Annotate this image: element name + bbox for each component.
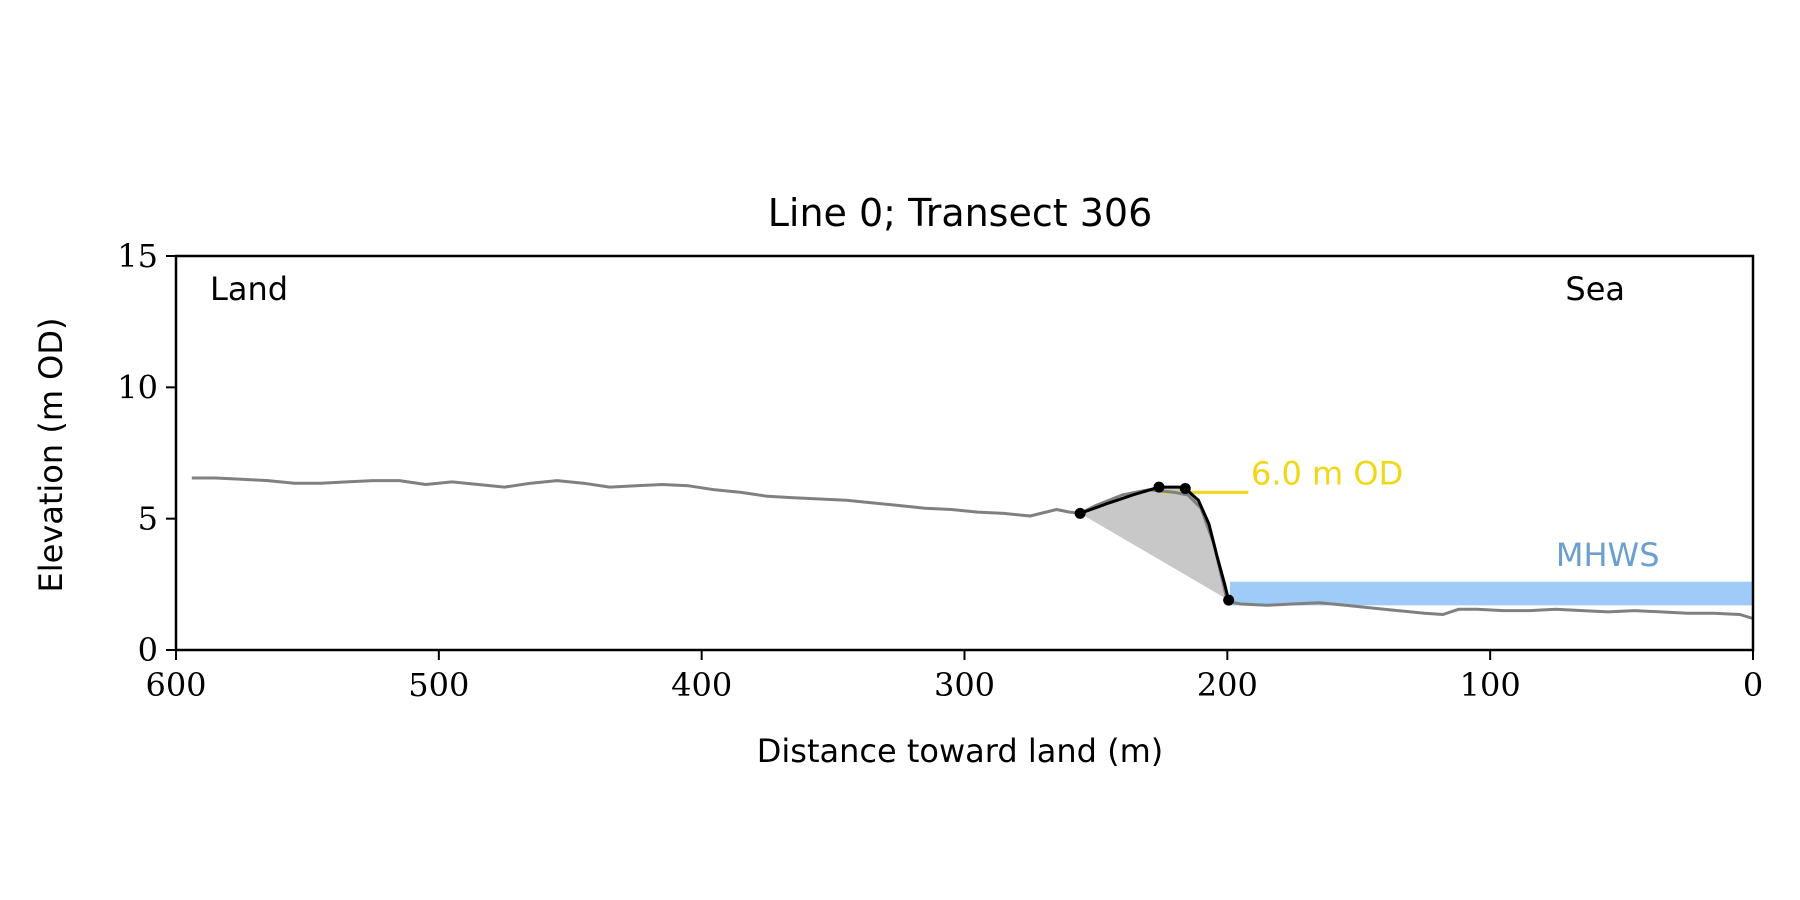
cliff-point-2 xyxy=(1179,482,1191,494)
sea-region-label: Sea xyxy=(1565,270,1625,308)
y-tick-label-1: 5 xyxy=(138,500,158,538)
x-tick-label-0: 600 xyxy=(145,666,206,704)
x-tick-label-2: 400 xyxy=(671,666,732,704)
cliff-fill-region xyxy=(1080,487,1229,601)
x-axis-label: Distance toward land (m) xyxy=(757,732,1163,770)
cliff-point-0 xyxy=(1074,507,1086,519)
mhws-band xyxy=(1229,581,1753,606)
x-tick-label-3: 300 xyxy=(934,666,995,704)
y-tick-label-3: 15 xyxy=(117,237,158,275)
y-tick-label-2: 10 xyxy=(117,368,158,406)
plot-area: 600 500 400 300 200 100 0 0 5 10 15 6.0 m OD MHWS xyxy=(117,237,1763,704)
cliff-point-3 xyxy=(1223,594,1235,606)
chart-title: Line 0; Transect 306 xyxy=(768,191,1153,235)
y-axis-label: Elevation (m OD) xyxy=(32,318,70,593)
x-tick-label-4: 200 xyxy=(1197,666,1258,704)
annotation-od-level: 6.0 m OD xyxy=(1251,455,1403,493)
ground-profile-line xyxy=(191,476,1754,620)
cliff-point-1 xyxy=(1153,481,1165,493)
x-tick-label-1: 500 xyxy=(408,666,469,704)
x-tick-label-6: 0 xyxy=(1743,666,1763,704)
annotation-mhws: MHWS xyxy=(1556,536,1660,574)
land-region-label: Land xyxy=(210,270,288,308)
x-tick-label-5: 100 xyxy=(1460,666,1521,704)
y-tick-label-0: 0 xyxy=(138,631,158,669)
